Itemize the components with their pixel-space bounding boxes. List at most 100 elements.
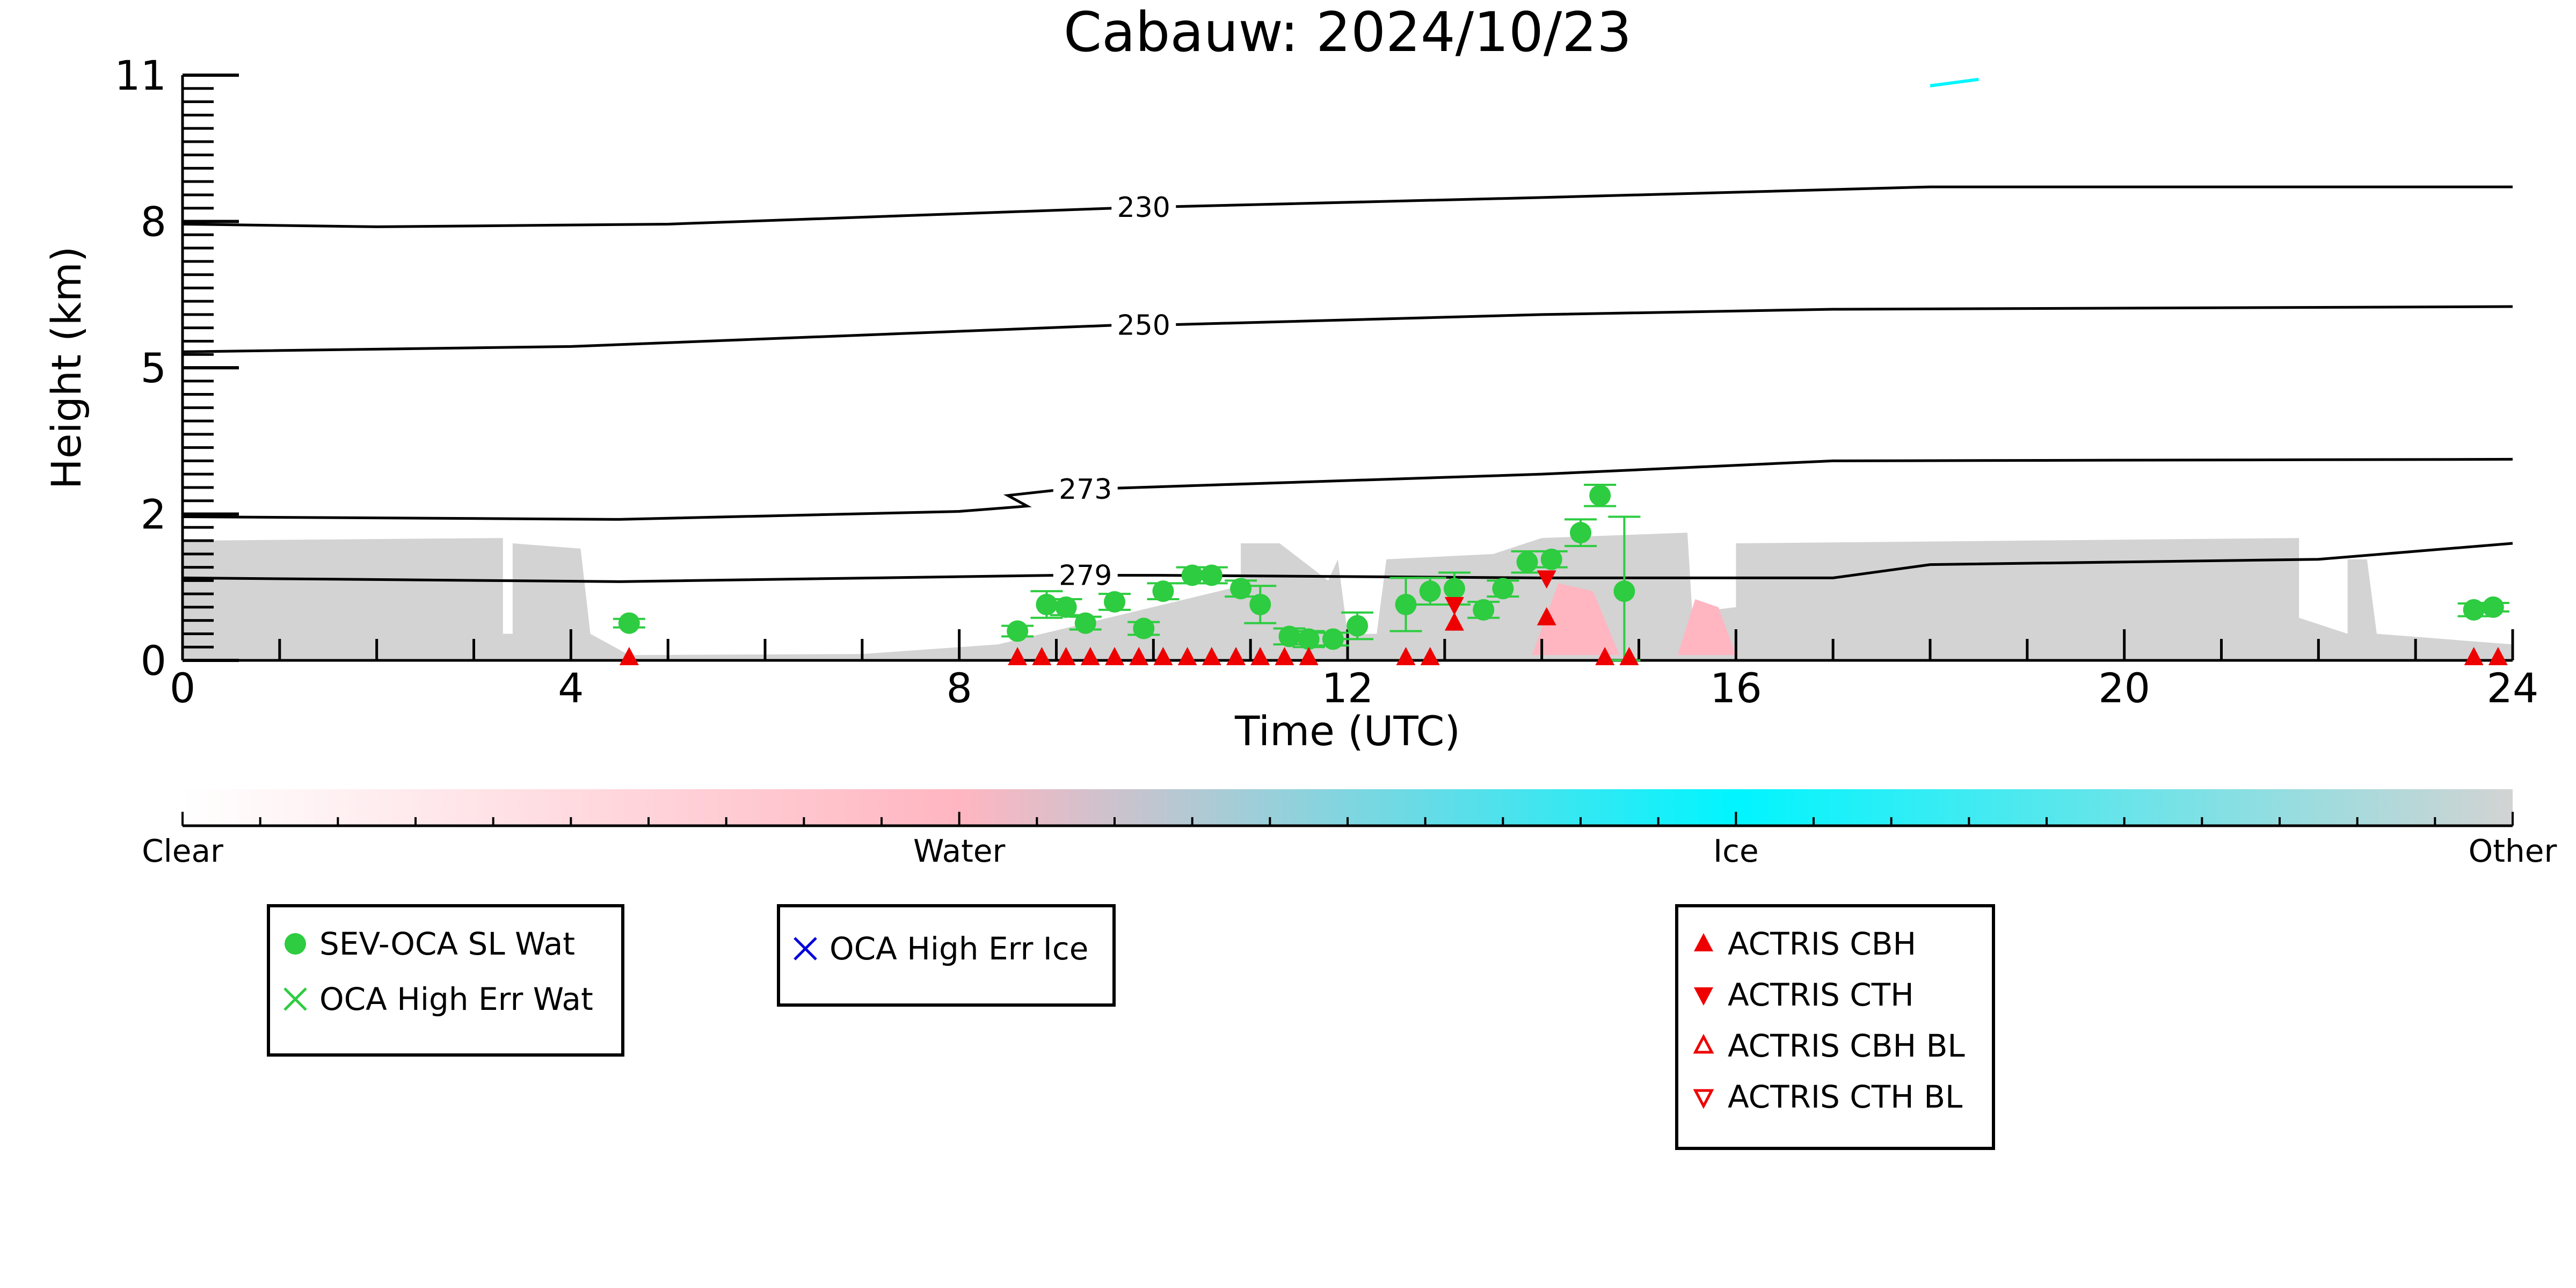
sev-oca-sl-wat-point-12 — [1278, 625, 1300, 647]
sev-oca-sl-wat-point-1 — [1007, 620, 1029, 642]
legend-label-sev-oca-sl-wat: SEV-OCA SL Wat — [319, 926, 575, 962]
data-markers — [613, 484, 2509, 666]
colorbar-label-water: Water — [913, 833, 1006, 869]
legend-marker-actris-cbh-bl — [1693, 1034, 1714, 1054]
x-tick-label-0: 0 — [170, 664, 195, 712]
legend-label-oca-high-err-wat: OCA High Err Wat — [319, 981, 593, 1017]
sev-oca-sl-wat-point-6 — [1133, 617, 1155, 639]
actris-cbh-point-14 — [1396, 647, 1416, 666]
cloud-phase-background — [183, 77, 2513, 660]
sev-oca-sl-wat-point-22 — [1540, 548, 1562, 570]
legend-label-actris-cth: ACTRIS CTH — [1728, 977, 1914, 1013]
legend-marker-actris-cth — [1694, 987, 1713, 1006]
actris-cbh-point-2 — [1032, 647, 1052, 666]
ice-phase-speck-0 — [1930, 77, 1979, 88]
actris-cbh-point-5 — [1105, 647, 1124, 666]
x-tick-label-16: 16 — [1710, 664, 1762, 712]
actris-cbh-point-11 — [1250, 647, 1270, 666]
sev-oca-sl-wat-point-25 — [1613, 580, 1635, 602]
actris-cbh-point-21 — [2488, 647, 2508, 666]
sev-oca-sl-wat-point-26 — [2463, 599, 2485, 621]
y-tick-label-8: 8 — [141, 198, 166, 246]
actris-cbh-point-16 — [1444, 612, 1464, 631]
contour-line-250 — [182, 305, 2513, 353]
actris-cbh-point-8 — [1177, 647, 1197, 666]
y-tick-label-0: 0 — [141, 637, 166, 685]
sev-oca-sl-wat-point-7 — [1152, 580, 1174, 602]
sev-oca-sl-wat-point-9 — [1200, 564, 1222, 586]
legend-box-1 — [267, 904, 624, 1057]
sev-oca-sl-wat-point-15 — [1347, 615, 1369, 637]
actris-cbh-point-13 — [1299, 647, 1319, 666]
contour-label-230: 230 — [1117, 192, 1170, 224]
contour-label-bg-250 — [1111, 310, 1176, 340]
contour-label-250: 250 — [1117, 310, 1170, 342]
sev-oca-sl-wat-point-20 — [1492, 578, 1514, 600]
actris-cbh-point-9 — [1202, 647, 1221, 666]
x-axis-label: Time (UTC) — [1234, 707, 1460, 755]
actris-cbh-point-4 — [1080, 647, 1100, 666]
actris-cth-point-1 — [1537, 570, 1556, 589]
colorbar-label-clear: Clear — [142, 833, 223, 869]
sev-oca-sl-wat-point-13 — [1298, 628, 1320, 650]
sev-oca-sl-wat-point-4 — [1074, 612, 1096, 634]
x-tick-label-4: 4 — [558, 664, 584, 712]
legend-label-actris-cbh: ACTRIS CBH — [1728, 926, 1916, 962]
actris-cbh-point-12 — [1275, 647, 1294, 666]
legend-marker-oca-high-err-ice — [794, 937, 817, 960]
legend-marker-sev-oca-sl-wat — [285, 933, 306, 955]
sev-oca-sl-wat-point-23 — [1570, 522, 1591, 544]
water-phase-patch-0 — [1532, 583, 1620, 656]
sev-oca-sl-wat-point-17 — [1419, 580, 1441, 602]
colorbar-label-ice: Ice — [1713, 833, 1759, 869]
sev-oca-sl-wat-point-5 — [1104, 591, 1125, 613]
chart-title: Cabauw: 2024/10/23 — [1064, 1, 1632, 64]
sev-oca-sl-wat-point-2 — [1036, 593, 1058, 615]
contour-label-273: 273 — [1059, 474, 1112, 506]
contour-label-279: 279 — [1059, 559, 1112, 592]
x-tick-label-8: 8 — [946, 664, 972, 712]
sev-oca-sl-wat-point-11 — [1249, 593, 1271, 615]
legend-label-actris-cbh-bl: ACTRIS CBH BL — [1728, 1028, 1965, 1064]
sev-oca-sl-wat-point-14 — [1322, 628, 1344, 650]
actris-cbh-point-10 — [1226, 647, 1246, 666]
x-tick-label-20: 20 — [2098, 664, 2150, 712]
phase-colorbar: Clear Water Ice Other — [142, 789, 2557, 869]
contour-label-bg-230 — [1111, 192, 1176, 223]
y-tick-label-2: 2 — [141, 491, 166, 539]
sev-oca-sl-wat-point-16 — [1395, 593, 1417, 615]
legend-box-3 — [1675, 904, 1995, 1150]
sev-oca-sl-wat-point-18 — [1443, 578, 1465, 600]
actris-cbh-point-7 — [1153, 647, 1173, 666]
sev-oca-sl-wat-point-24 — [1589, 484, 1611, 506]
sev-oca-sl-wat-point-27 — [2482, 596, 2504, 618]
actris-cbh-point-6 — [1129, 647, 1149, 666]
legend-marker-actris-cbh — [1694, 933, 1713, 951]
plot-axes: 0 4 8 12 16 20 24 0 2 5 8 11 — [114, 52, 2538, 712]
actris-cbh-point-1 — [1008, 647, 1028, 666]
actris-cbh-point-17 — [1537, 607, 1556, 625]
sev-oca-sl-wat-point-8 — [1181, 564, 1203, 586]
contour-line-273 — [182, 457, 2513, 521]
sev-oca-sl-wat-point-0 — [618, 612, 640, 634]
contour-label-bg-273 — [1053, 474, 1118, 505]
actris-cbh-point-19 — [1619, 647, 1639, 666]
legend-box-2 — [777, 904, 1116, 1007]
temperature-contours: 230 250 273 279 — [182, 185, 2513, 592]
x-tick-label-24: 24 — [2487, 664, 2539, 712]
contour-line-230 — [182, 185, 2513, 228]
legend-label-oca-high-err-ice: OCA High Err Ice — [829, 930, 1088, 967]
sev-oca-sl-wat-point-10 — [1230, 578, 1252, 600]
actris-cbh-point-3 — [1056, 647, 1076, 666]
legend-label-actris-cth-bl: ACTRIS CTH BL — [1728, 1079, 1962, 1115]
sev-oca-sl-wat-point-19 — [1473, 599, 1495, 621]
y-axis-label: Height (km) — [42, 246, 90, 490]
y-tick-label-5: 5 — [141, 344, 166, 392]
colorbar-label-other: Other — [2469, 833, 2557, 869]
y-tick-label-11: 11 — [114, 52, 166, 99]
actris-cbh-point-0 — [619, 647, 639, 666]
actris-cbh-point-18 — [1595, 647, 1615, 666]
sev-oca-sl-wat-point-3 — [1055, 596, 1077, 618]
actris-cth-point-0 — [1444, 596, 1464, 615]
